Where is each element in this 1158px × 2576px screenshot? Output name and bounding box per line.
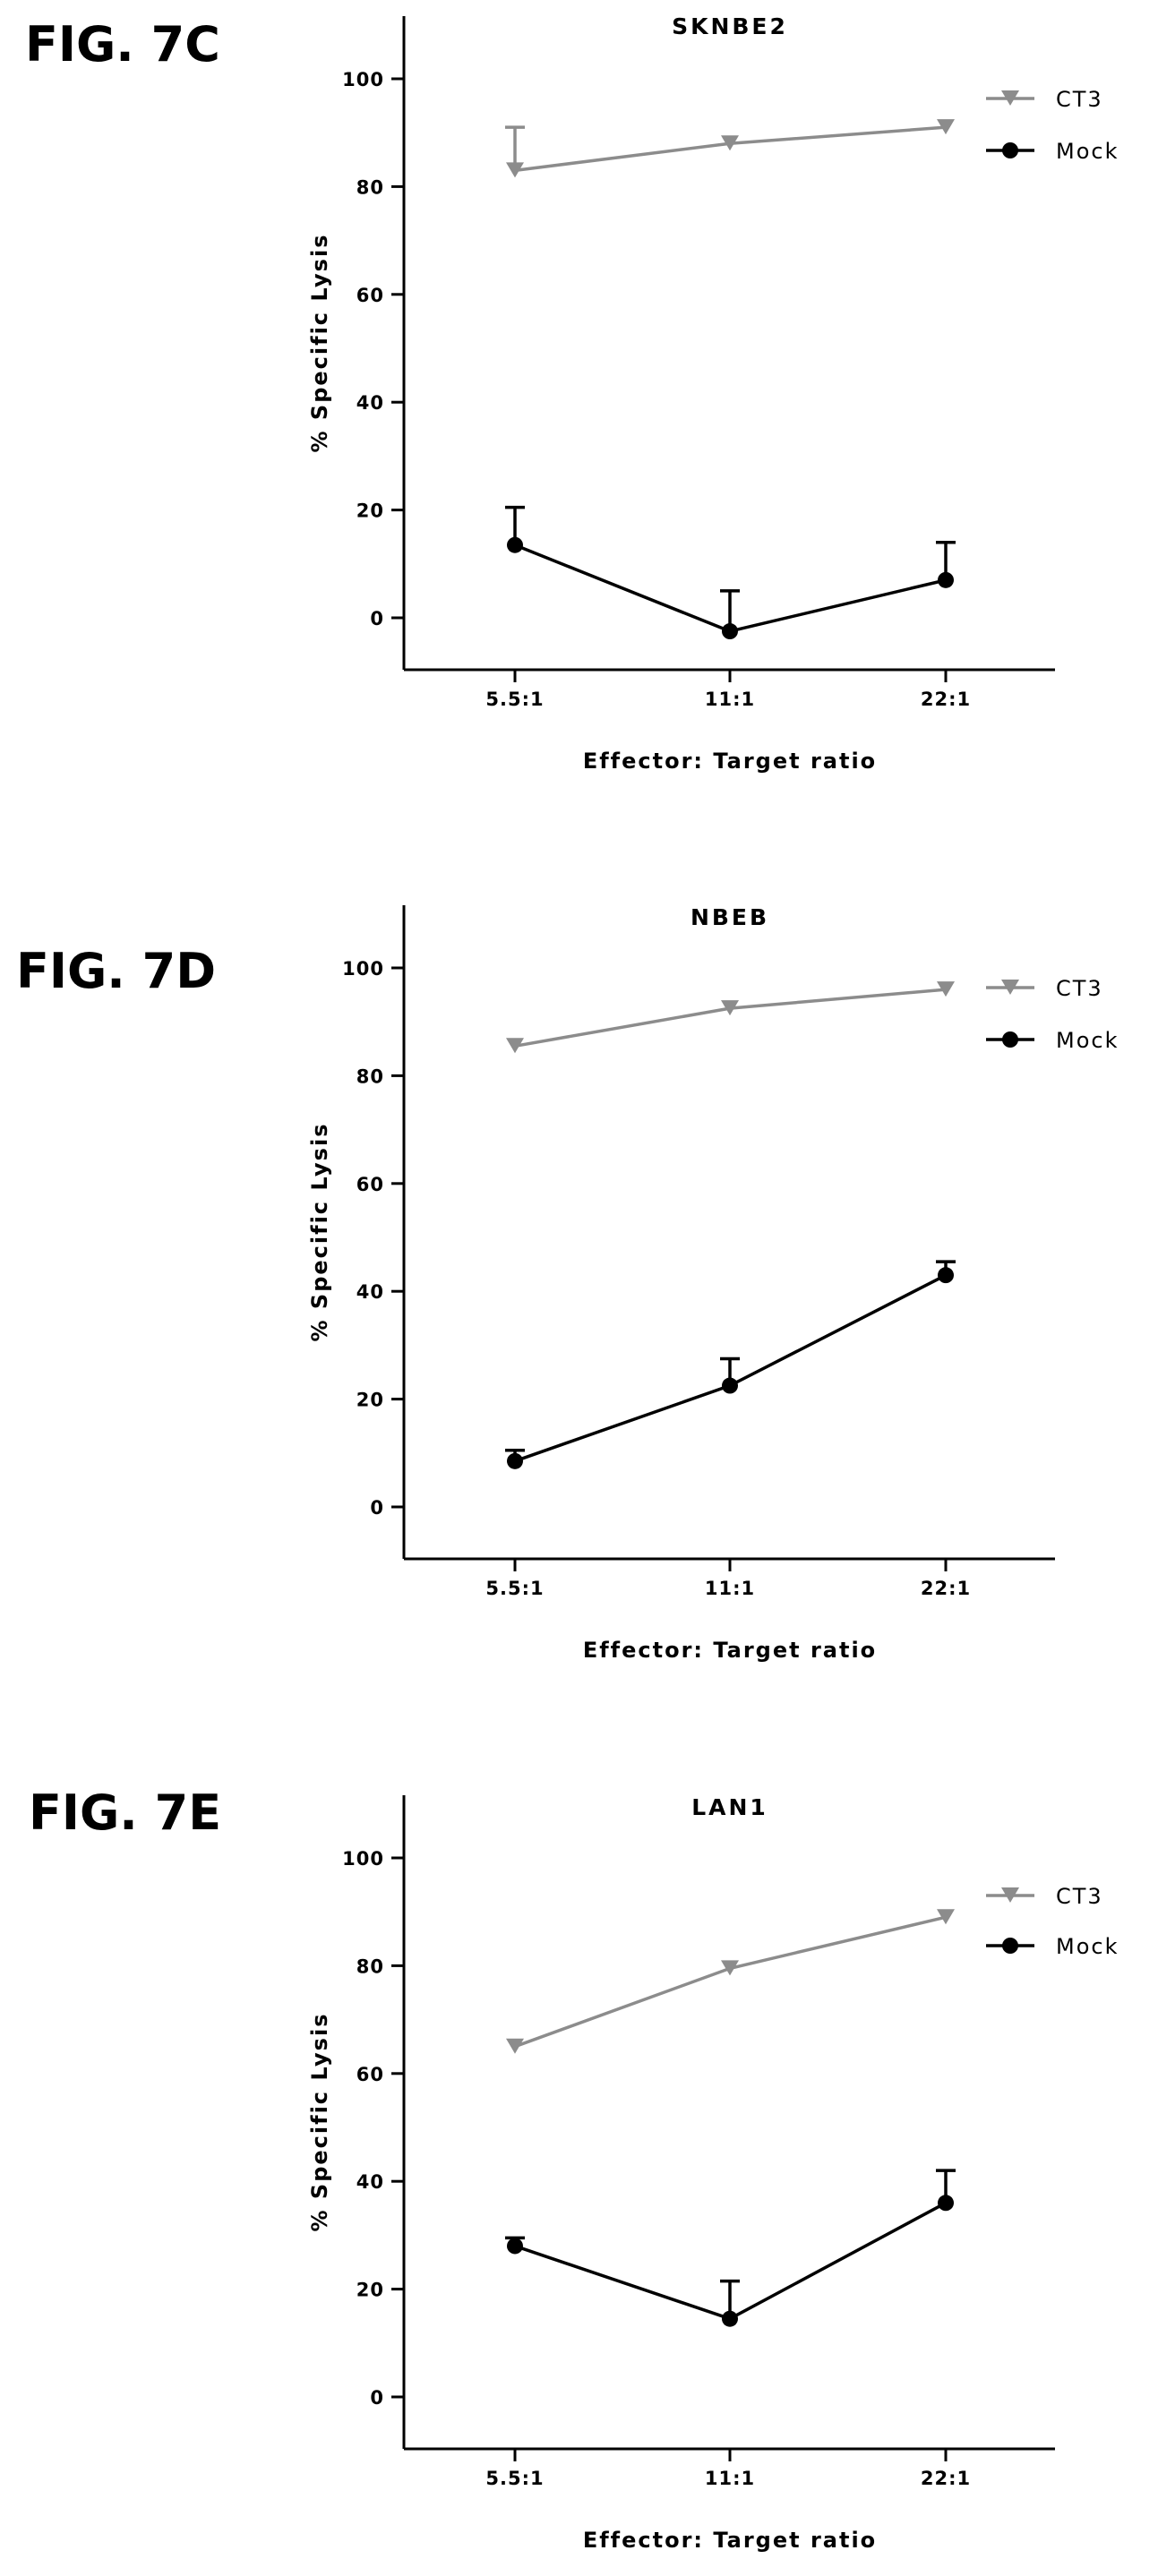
legend-label-ct3: CT3 xyxy=(1056,1884,1103,1909)
x-tick-label: 5.5:1 xyxy=(485,689,544,710)
x-tick-label: 22:1 xyxy=(921,689,971,710)
y-tick-label: 60 xyxy=(356,1174,384,1195)
y-tick-label: 100 xyxy=(342,1848,384,1870)
data-point-ct3 xyxy=(721,135,739,151)
y-tick-label: 60 xyxy=(356,2064,384,2085)
data-point-ct3 xyxy=(506,1038,524,1054)
data-point-mock xyxy=(938,1267,954,1284)
legend-marker-mock xyxy=(1002,142,1018,158)
legend-item-ct3: CT3 xyxy=(986,87,1103,112)
legend-label-ct3: CT3 xyxy=(1056,976,1103,1001)
legend-marker-ct3 xyxy=(1001,980,1019,995)
x-tick-label: 22:1 xyxy=(921,2468,971,2489)
legend-label-mock: Mock xyxy=(1056,139,1119,164)
y-axis-label: % Specific Lysis xyxy=(307,2013,332,2232)
series-mock xyxy=(505,2169,956,2327)
legend-label-mock: Mock xyxy=(1056,1934,1119,1959)
chart-panel-nbeb: FIG. 7D NBEB 0 20 40 60 80 100 5.5:1 11:1 22:1 Effe… xyxy=(16,904,1119,1663)
y-tick-label: 80 xyxy=(356,1956,384,1977)
x-axis-label: Effector: Target ratio xyxy=(583,749,877,774)
data-point-mock xyxy=(938,2195,954,2212)
data-point-mock xyxy=(722,2310,738,2327)
data-point-mock xyxy=(722,623,738,640)
y-tick-label: 0 xyxy=(370,1497,384,1519)
series-ct3 xyxy=(506,1909,955,2054)
data-point-ct3 xyxy=(506,2038,524,2054)
series-mock xyxy=(505,505,956,640)
figure-label: FIG. 7E xyxy=(29,1784,221,1841)
chart-panel-sknbe2: FIG. 7C SKNBE2 0 20 40 60 80 100 5.5:1 11:1 22:1 Ef… xyxy=(25,13,1119,774)
legend-label-ct3: CT3 xyxy=(1056,87,1103,112)
series-ct3 xyxy=(505,119,955,178)
data-point-ct3 xyxy=(721,1960,739,1976)
x-tick-label: 22:1 xyxy=(921,1578,971,1599)
data-point-ct3 xyxy=(937,1909,955,1925)
x-tick-label: 11:1 xyxy=(705,1578,755,1599)
chart-title: NBEB xyxy=(691,904,769,930)
data-point-mock xyxy=(507,2238,523,2255)
y-tick-label: 80 xyxy=(356,176,384,198)
y-tick-label: 0 xyxy=(370,608,384,629)
y-axis-label: % Specific Lysis xyxy=(307,1123,332,1342)
y-tick-label: 20 xyxy=(356,2280,384,2301)
y-tick-label: 80 xyxy=(356,1065,384,1087)
legend-marker-ct3 xyxy=(1001,1887,1019,1903)
series-ct3 xyxy=(506,981,955,1054)
y-tick-label: 20 xyxy=(356,501,384,522)
x-tick-label: 11:1 xyxy=(705,689,755,710)
legend-marker-mock xyxy=(1002,1031,1018,1048)
figure-label: FIG. 7D xyxy=(16,943,216,999)
data-point-ct3 xyxy=(937,119,955,135)
y-axis-label: % Specific Lysis xyxy=(307,234,332,453)
legend-item-ct3: CT3 xyxy=(986,976,1103,1001)
legend-item-mock: Mock xyxy=(986,139,1119,164)
y-tick-label: 0 xyxy=(370,2387,384,2409)
chart-title: SKNBE2 xyxy=(672,13,788,39)
x-tick-label: 5.5:1 xyxy=(485,2468,544,2489)
x-tick-label: 5.5:1 xyxy=(485,1578,544,1599)
y-tick-label: 100 xyxy=(342,958,384,980)
series-line-ct3 xyxy=(514,988,947,1048)
y-tick-label: 20 xyxy=(356,1390,384,1411)
data-point-ct3 xyxy=(721,1000,739,1016)
y-tick-label: 40 xyxy=(356,2171,384,2193)
data-point-mock xyxy=(507,1452,523,1469)
legend-item-mock: Mock xyxy=(986,1934,1119,1959)
legend-item-ct3: CT3 xyxy=(986,1884,1103,1909)
series-line-ct3 xyxy=(514,1915,947,2049)
y-tick-label: 40 xyxy=(356,1281,384,1303)
data-point-ct3 xyxy=(506,162,524,178)
x-tick-label: 11:1 xyxy=(705,2468,755,2489)
data-point-ct3 xyxy=(937,981,955,997)
data-point-mock xyxy=(722,1377,738,1394)
legend-item-mock: Mock xyxy=(986,1028,1119,1053)
legend-marker-ct3 xyxy=(1001,90,1019,106)
data-point-mock xyxy=(507,536,523,553)
x-axis-label: Effector: Target ratio xyxy=(583,2528,877,2553)
y-tick-label: 60 xyxy=(356,285,384,306)
y-tick-label: 40 xyxy=(356,392,384,414)
chart-title: LAN1 xyxy=(691,1794,768,1820)
data-point-mock xyxy=(938,571,954,588)
legend-label-mock: Mock xyxy=(1056,1028,1119,1053)
x-axis-label: Effector: Target ratio xyxy=(583,1638,877,1663)
legend-marker-mock xyxy=(1002,1938,1018,1954)
series-mock xyxy=(505,1260,956,1469)
y-tick-label: 100 xyxy=(342,69,384,90)
chart-panel-lan1: FIG. 7E LAN1 0 20 40 60 80 100 5.5:1 11:1 22:1 Effe… xyxy=(29,1784,1119,2553)
figure-label: FIG. 7C xyxy=(25,16,220,73)
